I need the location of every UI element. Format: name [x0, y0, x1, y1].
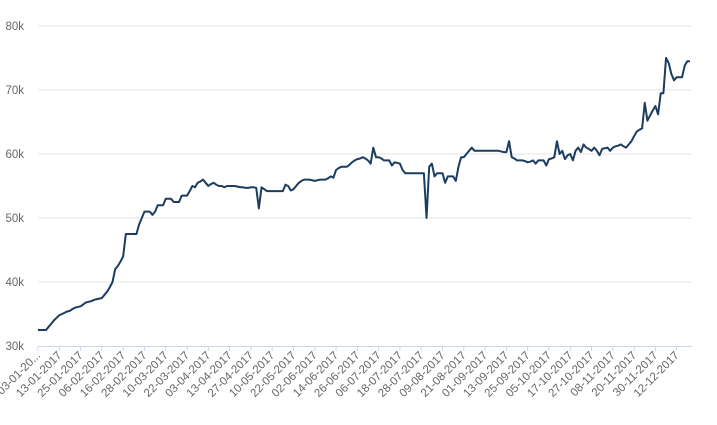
y-tick-label: 50k — [5, 213, 24, 225]
y-tick-label: 30k — [5, 341, 24, 353]
y-tick-label: 70k — [5, 85, 24, 97]
y-tick-label: 60k — [5, 149, 24, 161]
y-tick-label: 40k — [5, 277, 24, 289]
y-tick-label: 80k — [5, 21, 24, 33]
data-line — [38, 57, 690, 331]
